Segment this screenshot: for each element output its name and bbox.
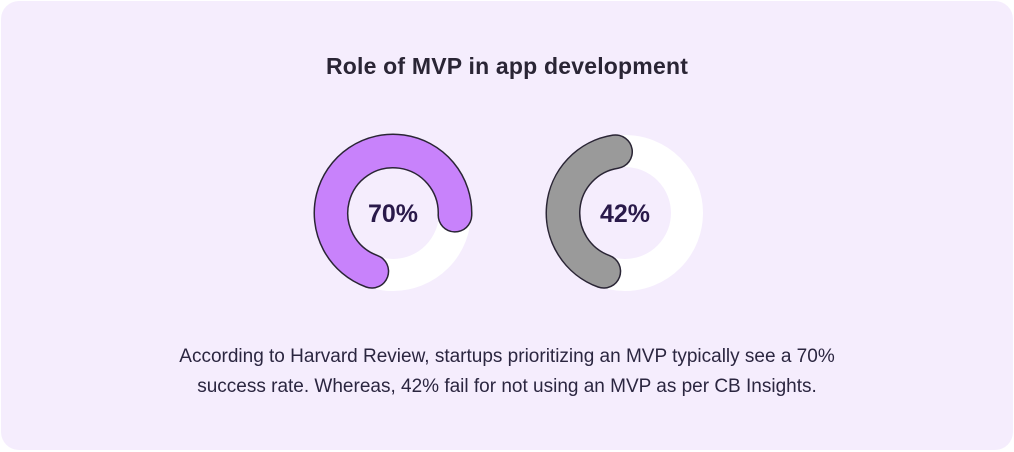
caption: According to Harvard Review, startups pr… [1, 342, 1013, 402]
caption-line-1: According to Harvard Review, startups pr… [179, 346, 835, 367]
caption-line-2: success rate. Whereas, 42% fail for not … [197, 376, 817, 397]
donut-arc [547, 135, 632, 288]
donut-2: 42% [545, 134, 703, 291]
donut-value-label: 42% [600, 200, 650, 228]
donut-value-label: 70% [368, 200, 418, 228]
donut-1: 70% [313, 133, 473, 291]
donut-arc [315, 135, 471, 288]
chart-title: Role of MVP in app development [325, 53, 689, 79]
